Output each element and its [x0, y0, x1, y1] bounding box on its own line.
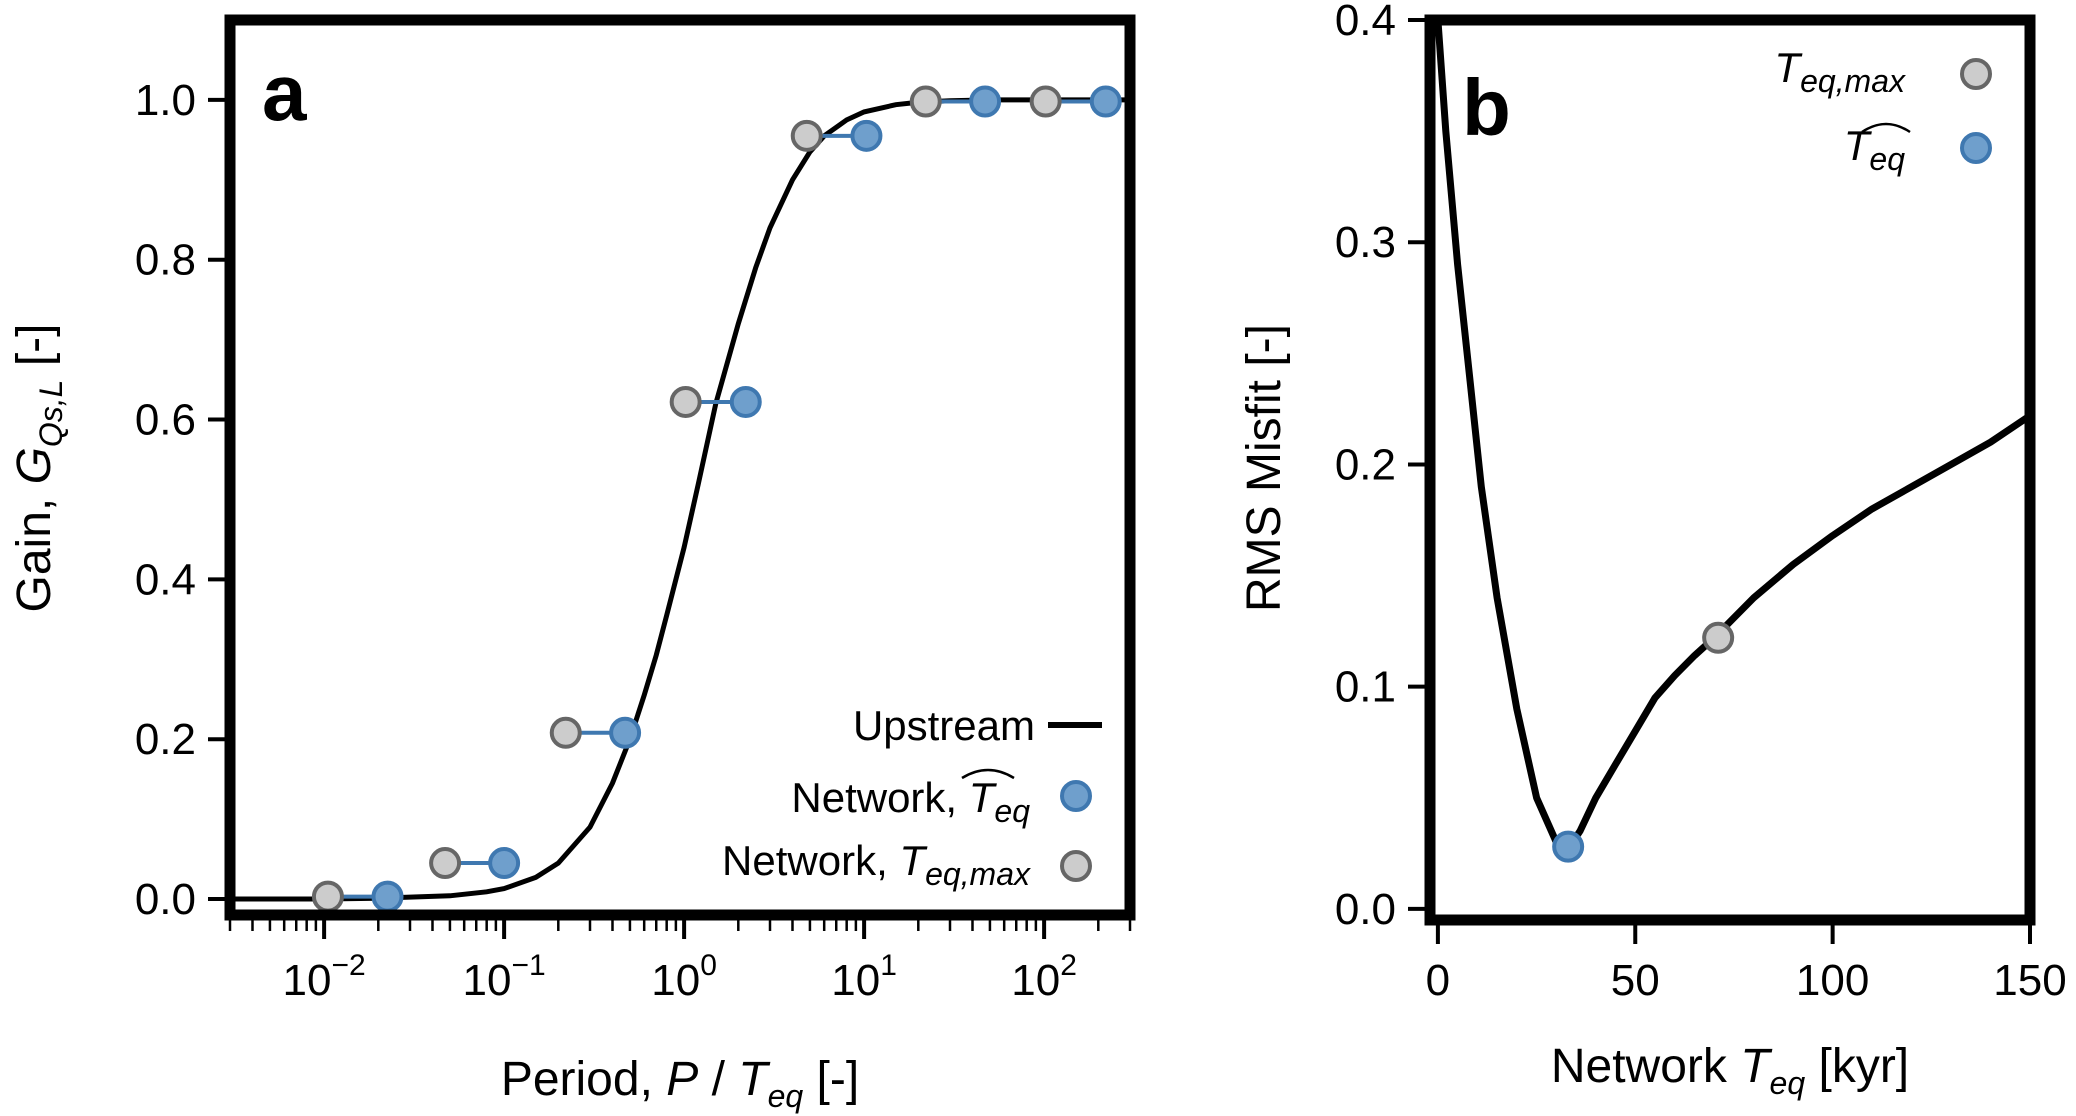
b-misfit-curve: [1434, 19, 2032, 853]
b-point-max: [1702, 621, 1735, 654]
a-xtick-label-0: 10−2: [283, 949, 366, 1005]
b-ytick-label-1: 0.1: [1335, 663, 1396, 712]
a-point-hat-0: [371, 880, 404, 913]
a-point-max-4: [790, 119, 823, 152]
a-legend-hat-label: Network, Teq: [791, 774, 1030, 829]
a-ytick-label-3: 0.6: [135, 396, 196, 445]
a-ticks-layer: 0.0 0.2 0.4 0.6 0.8 1.0 10−2 10−1 100 101 102: [135, 76, 1132, 1005]
b-ytick-label-4: 0.4: [1335, 0, 1396, 45]
b-legend-hat-marker: [1960, 132, 1992, 164]
b-legend-hat-label: Teq: [1844, 122, 1905, 177]
a-ytick-label-0: 0.0: [135, 875, 196, 924]
panel-b: 0.0 0.1 0.2 0.3 0.4 0 50 100 150 b RMS Misfit [-…: [1238, 0, 2067, 1101]
b-xtick-label-0: 0: [1426, 956, 1450, 1005]
b-ytick-label-0: 0.0: [1335, 885, 1396, 934]
b-ticks-layer: 0.0 0.1 0.2 0.3 0.4 0 50 100 150: [1335, 0, 2067, 1005]
a-legend-hat-marker: [1060, 780, 1092, 812]
a-point-hat-3: [729, 385, 762, 418]
a-legend-upstream-label: Upstream: [853, 702, 1035, 749]
panel-a: 0.0 0.2 0.4 0.6 0.8 1.0 10−2 10−1 100 101 102 a Ga…: [8, 14, 1136, 1114]
b-point-hat: [1552, 830, 1585, 863]
b-legend-max-label: Teq,max: [1774, 44, 1906, 99]
a-xtick-label-1: 10−1: [463, 949, 546, 1005]
b-legend-hat-accent: [1861, 122, 1911, 134]
b-legend-max-marker: [1960, 58, 1992, 90]
b-ytick-label-3: 0.3: [1335, 218, 1396, 267]
a-point-max-0: [311, 880, 344, 913]
a-legend-hat-accent: [961, 768, 1015, 780]
a-point-hat-4: [850, 119, 883, 152]
a-point-hat-1: [488, 847, 521, 880]
a-curve-layer: [230, 97, 1130, 902]
b-curve-layer: [1434, 19, 2032, 853]
b-plot-frame: [1424, 14, 2036, 926]
b-xtick-label-3: 150: [1993, 956, 2066, 1005]
a-legend: Upstream Network, Teq Network, Teq,max: [722, 702, 1102, 892]
a-legend-max-label: Network, Teq,max: [722, 837, 1031, 892]
a-point-max-2: [549, 716, 582, 749]
a-xtick-label-3: 101: [831, 949, 897, 1005]
a-points-layer: [311, 85, 1122, 913]
a-ytick-label-2: 0.4: [135, 555, 196, 604]
a-point-max-6: [1029, 85, 1062, 118]
a-y-axis-label: Gain, GQs,L [-]: [8, 324, 69, 613]
a-point-hat-5: [969, 85, 1002, 118]
a-point-hat-2: [609, 716, 642, 749]
b-ytick-label-2: 0.2: [1335, 440, 1396, 489]
b-xtick-label-2: 100: [1796, 956, 1869, 1005]
a-point-hat-6: [1089, 85, 1122, 118]
a-xtick-label-4: 102: [1011, 949, 1077, 1005]
a-xtick-label-2: 100: [651, 949, 717, 1005]
a-point-max-1: [429, 847, 462, 880]
b-xtick-label-1: 50: [1611, 956, 1660, 1005]
a-ytick-label-1: 0.2: [135, 715, 196, 764]
a-point-max-3: [669, 385, 702, 418]
a-ytick-label-4: 0.8: [135, 236, 196, 285]
a-point-max-5: [909, 85, 942, 118]
a-ytick-label-5: 1.0: [135, 76, 196, 125]
a-upstream-curve: [230, 97, 1130, 902]
a-x-axis-label: Period, P / Teq [-]: [501, 1053, 859, 1114]
b-legend: Teq,max Teq: [1774, 44, 1992, 177]
b-points-layer: [1552, 621, 1735, 863]
b-x-axis-label: Network Teq [kyr]: [1551, 1040, 1909, 1101]
b-panel-label: b: [1462, 63, 1511, 152]
a-plot-frame: [224, 14, 1136, 921]
a-legend-max-marker: [1060, 850, 1092, 882]
a-panel-label: a: [262, 48, 307, 137]
b-y-axis-label: RMS Misfit [-]: [1238, 324, 1291, 612]
